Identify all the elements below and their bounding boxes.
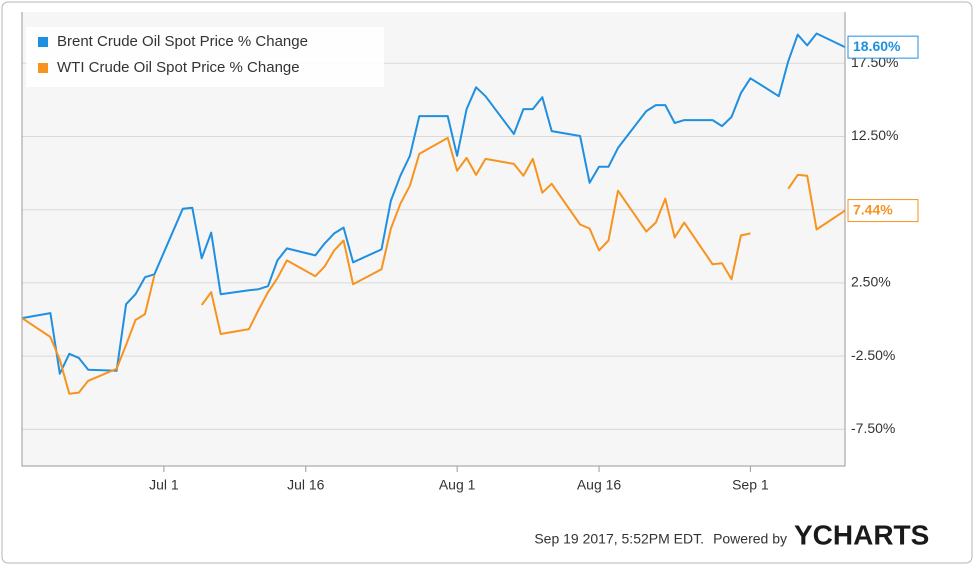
x-tick-label: Aug 16 — [577, 477, 622, 493]
legend-label: Brent Crude Oil Spot Price % Change — [57, 33, 308, 50]
footer-powered-by: Powered by — [713, 531, 787, 547]
legend-swatch — [38, 37, 48, 47]
plot-area — [22, 12, 845, 466]
legend — [26, 27, 384, 87]
last-value-box — [847, 35, 919, 59]
footer-timestamp: Sep 19 2017, 5:52PM EDT. — [534, 531, 704, 547]
series-line — [21, 275, 156, 395]
x-tick-label: Jul 1 — [149, 477, 179, 493]
legend-swatch — [38, 63, 48, 73]
lines — [21, 32, 846, 395]
last-value-box — [847, 199, 919, 223]
series-line — [787, 173, 846, 231]
x-tick-label: Aug 1 — [439, 477, 476, 493]
x-tick-label: Sep 1 — [732, 477, 769, 493]
plot-border — [21, 12, 846, 467]
x-tick-label: Jul 16 — [287, 477, 325, 493]
legend-label: WTI Crude Oil Spot Price % Change — [57, 59, 300, 76]
series-line — [21, 32, 846, 375]
y-tick-label: 12.50% — [851, 127, 898, 143]
axis-labels: -7.50%-2.50%2.50%7.50%12.50%17.50%Jul 1J… — [149, 35, 919, 493]
y-tick-label: -7.50% — [851, 420, 895, 436]
last-value-label: 18.60% — [853, 38, 901, 54]
y-tick-label: -2.50% — [851, 347, 895, 363]
series-line — [200, 136, 751, 335]
y-tick-label: 2.50% — [851, 274, 891, 290]
legend-entries: Brent Crude Oil Spot Price % Change WTI C… — [38, 33, 308, 76]
last-value-label: 7.44% — [853, 201, 893, 217]
footer-brand: YCHARTS — [794, 519, 929, 550]
